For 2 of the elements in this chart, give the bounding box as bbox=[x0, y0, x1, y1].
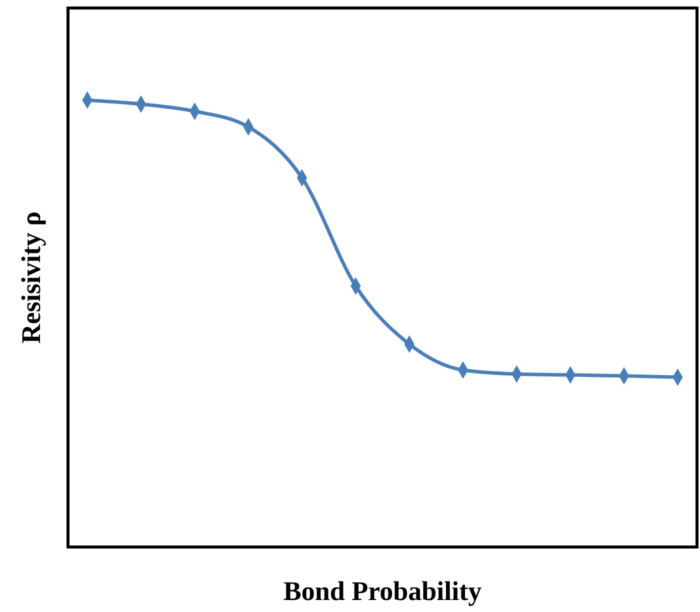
y-axis-title: Resisivity ρ bbox=[16, 211, 46, 344]
x-axis-title: Bond Probability bbox=[283, 576, 482, 606]
